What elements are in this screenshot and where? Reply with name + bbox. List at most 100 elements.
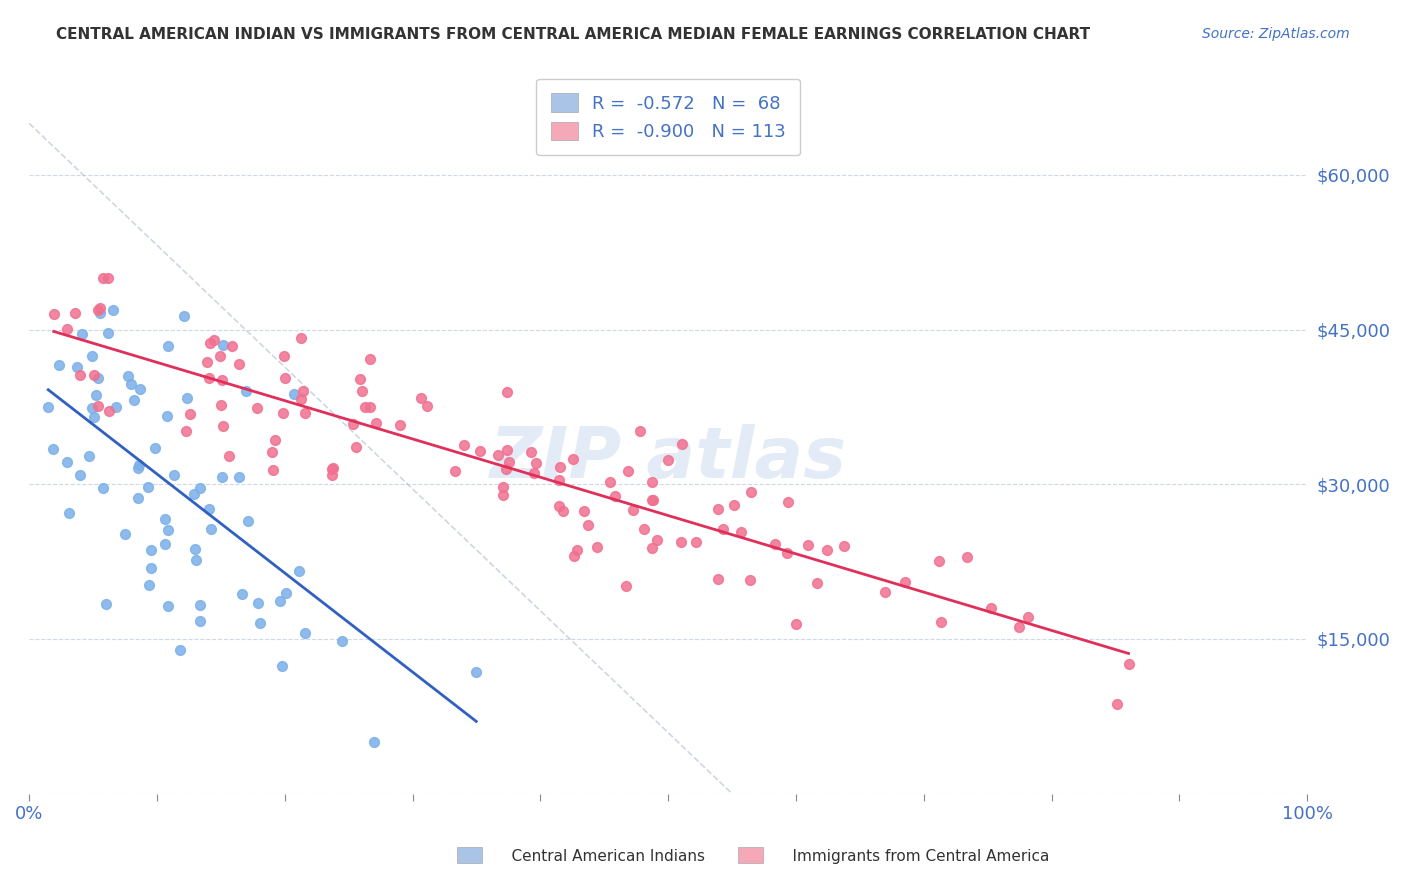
Point [246,401,269,416]
Point [290,331,312,345]
Point [174,424,197,438]
Point [873,584,896,599]
Point [127,461,149,475]
Point [294,406,316,420]
Point [359,400,381,414]
Point [263,433,285,447]
Point [66,359,89,374]
Point [122,393,145,408]
Point [56,321,79,335]
Point [707,572,730,586]
Text: ZIP atlas: ZIP atlas [489,424,846,493]
Point [671,436,693,450]
Point [388,418,411,433]
Point [641,493,664,508]
Point [465,665,488,679]
Point [221,339,243,353]
Point [495,462,517,476]
Point [322,461,344,475]
Point [136,480,159,494]
Point [572,503,595,517]
Point [96,597,118,611]
Point [176,392,198,406]
Point [815,543,838,558]
Point [211,470,233,484]
Point [82,349,104,363]
Point [42,308,65,322]
Point [548,500,571,514]
Text: Immigrants from Central America: Immigrants from Central America [773,849,1050,863]
Point [82,401,104,416]
Point [1017,610,1039,624]
Point [330,634,353,648]
Point [211,373,233,387]
Point [492,480,515,494]
Point [202,333,225,347]
Point [498,455,520,469]
Point [97,404,120,418]
Point [738,573,761,587]
Point [523,466,546,480]
Point [69,368,91,382]
Point [235,384,257,398]
Point [91,271,114,285]
Point [89,306,111,320]
Point [797,538,820,552]
Point [645,533,668,548]
Point [495,442,517,457]
Point [117,369,139,384]
Text: CENTRAL AMERICAN INDIAN VS IMMIGRANTS FROM CENTRAL AMERICA MEDIAN FEMALE EARNING: CENTRAL AMERICAN INDIAN VS IMMIGRANTS FR… [56,27,1091,42]
Point [179,408,201,422]
Point [633,522,655,536]
Point [1118,657,1140,672]
Point [641,475,664,490]
Point [114,527,136,541]
Point [197,501,219,516]
Point [832,540,855,554]
Point [104,400,127,414]
Point [41,442,63,457]
Point [980,600,1002,615]
Point [354,400,377,414]
Point [711,522,734,536]
Point [586,540,609,554]
Point [128,458,150,472]
Point [276,586,298,600]
Point [273,406,295,420]
Point [605,489,627,503]
Point [776,546,799,560]
Point [763,537,786,551]
Point [956,549,979,564]
Point [551,504,574,518]
Point [37,401,59,415]
Point [486,448,509,462]
Point [157,339,180,353]
Point [409,392,432,406]
Point [778,494,800,508]
Point [548,473,571,487]
Point [120,376,142,391]
Point [101,303,124,318]
Point [342,417,364,431]
Point [262,463,284,477]
Point [614,579,637,593]
Point [183,486,205,500]
Point [288,564,311,578]
Point [141,560,163,574]
Point [195,355,218,369]
Point [56,455,79,469]
Point [184,541,207,556]
Point [188,599,211,613]
Point [576,517,599,532]
Point [156,409,179,424]
Point [350,384,373,398]
Point [524,456,547,470]
Point [657,453,679,467]
Point [562,549,585,563]
Point [212,338,235,352]
Point [143,441,166,455]
Point [520,445,543,459]
Point [561,452,583,467]
Point [208,349,231,363]
Point [496,384,519,399]
